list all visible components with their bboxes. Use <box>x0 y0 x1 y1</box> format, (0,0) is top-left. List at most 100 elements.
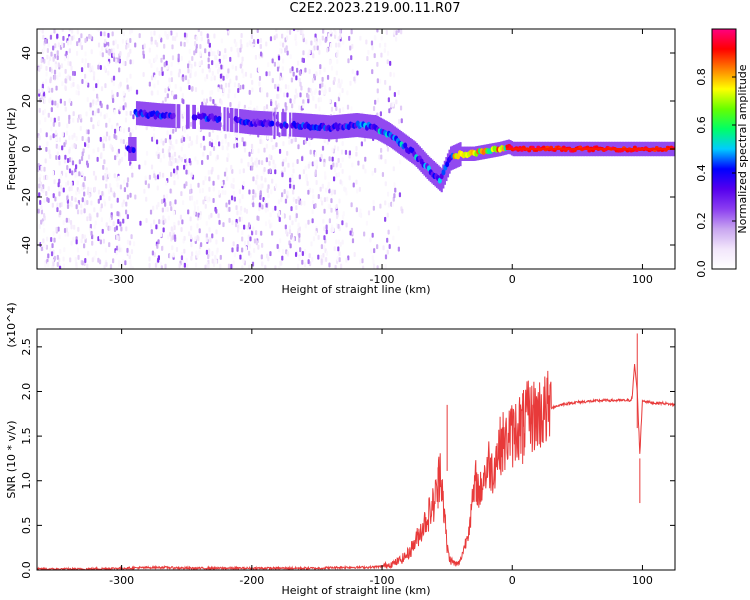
noise-mark <box>295 205 298 211</box>
noise-mark <box>185 257 188 263</box>
noise-mark <box>83 191 86 197</box>
noise-mark <box>153 30 156 36</box>
noise-mark <box>93 186 97 192</box>
noise-mark <box>210 76 213 82</box>
noise-mark <box>172 159 175 165</box>
noise-mark <box>122 128 126 134</box>
noise-mark <box>207 63 210 69</box>
noise-mark <box>221 189 224 195</box>
noise-mark <box>363 231 366 237</box>
noise-mark <box>285 229 288 235</box>
noise-mark <box>182 111 185 117</box>
noise-mark <box>231 220 234 226</box>
noise-mark <box>60 189 63 195</box>
noise-mark <box>63 142 66 148</box>
noise-mark <box>292 197 295 203</box>
noise-mark <box>121 38 124 44</box>
noise-mark <box>313 160 316 166</box>
noise-mark <box>259 139 262 145</box>
noise-mark <box>182 99 185 105</box>
noise-mark <box>103 264 106 269</box>
noise-mark <box>164 218 167 224</box>
noise-mark <box>162 153 166 159</box>
y-tick-label: 1.5 <box>20 427 33 445</box>
noise-mark <box>367 49 370 55</box>
noise-mark <box>222 179 225 185</box>
noise-mark <box>281 255 284 261</box>
noise-mark <box>96 93 99 99</box>
noise-mark <box>80 209 83 215</box>
noise-mark <box>181 93 184 99</box>
noise-mark <box>116 152 119 158</box>
noise-mark <box>258 206 261 212</box>
noise-mark <box>251 230 254 236</box>
noise-mark <box>257 184 260 190</box>
noise-mark <box>233 82 237 88</box>
noise-mark <box>54 100 57 106</box>
noise-mark <box>252 39 256 45</box>
noise-mark <box>218 141 221 147</box>
noise-mark <box>225 167 228 173</box>
noise-mark <box>112 81 115 87</box>
noise-mark <box>110 124 114 130</box>
noise-mark <box>169 253 172 259</box>
noise-mark <box>161 207 164 213</box>
noise-mark <box>150 30 153 36</box>
noise-mark <box>155 151 158 157</box>
noise-mark <box>100 86 104 92</box>
noise-mark <box>202 180 205 186</box>
noise-mark <box>372 199 375 205</box>
noise-mark <box>384 158 387 164</box>
noise-mark <box>286 29 289 34</box>
noise-mark <box>294 137 297 143</box>
noise-mark <box>264 264 267 269</box>
noise-mark <box>52 45 55 51</box>
ridge-core-mark <box>193 114 198 121</box>
noise-mark <box>113 133 116 139</box>
noise-mark <box>250 34 254 40</box>
noise-mark <box>286 150 289 156</box>
noise-mark <box>323 161 326 167</box>
noise-mark <box>74 197 77 203</box>
noise-mark <box>208 51 211 57</box>
noise-mark <box>219 73 223 79</box>
noise-mark <box>335 172 338 178</box>
noise-mark <box>75 261 78 267</box>
noise-mark <box>149 223 153 229</box>
noise-mark <box>260 230 263 236</box>
noise-mark <box>160 199 164 205</box>
noise-mark <box>46 175 49 181</box>
noise-mark <box>102 238 106 244</box>
noise-mark <box>274 169 277 175</box>
noise-mark <box>190 121 193 127</box>
noise-mark <box>340 79 343 85</box>
noise-mark <box>45 244 49 250</box>
ridge-halo-mark <box>134 137 137 161</box>
noise-mark <box>193 205 197 211</box>
noise-mark <box>337 42 340 48</box>
noise-mark <box>268 71 271 77</box>
noise-mark <box>243 207 246 213</box>
noise-mark <box>395 99 398 105</box>
noise-mark <box>183 164 186 170</box>
noise-mark <box>222 54 225 60</box>
ridge-halo-mark <box>289 112 292 137</box>
noise-mark <box>328 188 331 194</box>
noise-mark <box>87 250 90 256</box>
noise-mark <box>41 83 44 89</box>
noise-mark <box>119 221 122 227</box>
noise-mark <box>222 87 225 93</box>
noise-mark <box>81 186 84 192</box>
noise-mark <box>317 97 320 103</box>
spectrogram-body <box>37 29 675 269</box>
noise-mark <box>227 93 230 99</box>
noise-mark <box>38 66 41 72</box>
noise-mark <box>259 195 262 201</box>
noise-mark <box>298 256 301 262</box>
noise-mark <box>348 35 351 41</box>
noise-mark <box>325 224 328 230</box>
noise-mark <box>242 168 245 174</box>
noise-mark <box>391 201 394 207</box>
noise-mark <box>116 182 119 188</box>
